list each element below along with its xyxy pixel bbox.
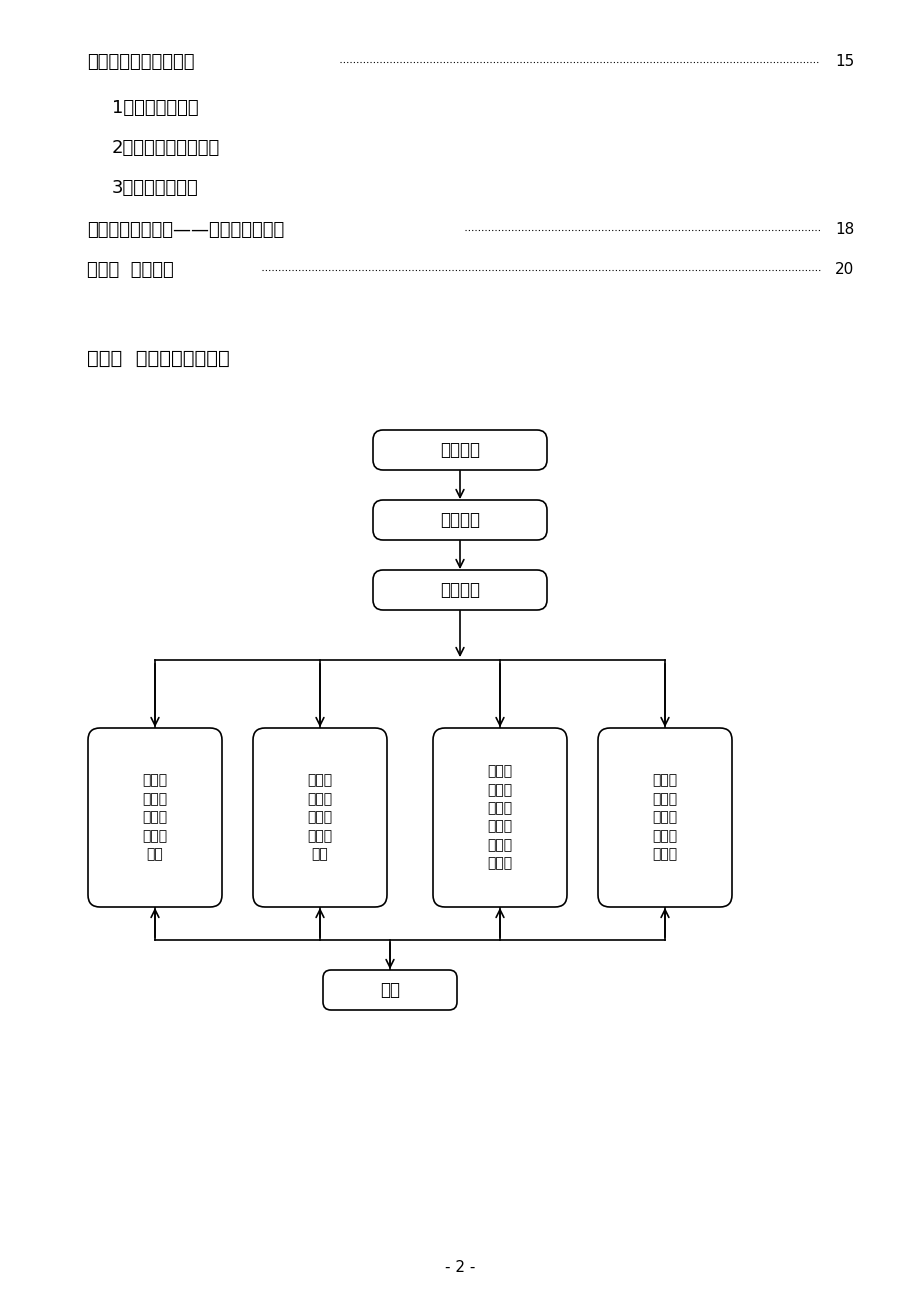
Text: 2、资产管理能力分析: 2、资产管理能力分析 xyxy=(112,139,220,158)
FancyBboxPatch shape xyxy=(253,728,387,907)
Text: 18: 18 xyxy=(834,223,854,237)
FancyBboxPatch shape xyxy=(372,570,547,611)
FancyBboxPatch shape xyxy=(88,728,221,907)
Text: 第五章  研究结论: 第五章 研究结论 xyxy=(87,260,174,279)
FancyBboxPatch shape xyxy=(372,430,547,470)
Text: 会计分析: 会计分析 xyxy=(439,510,480,529)
Text: 财务分析: 财务分析 xyxy=(439,581,480,599)
Text: 结论: 结论 xyxy=(380,980,400,999)
Text: 战略分析: 战略分析 xyxy=(439,441,480,460)
Text: 三、各种财务指标分析: 三、各种财务指标分析 xyxy=(87,53,194,72)
Text: 1、盈利能力分析: 1、盈利能力分析 xyxy=(112,99,199,117)
Text: 与美的
、海尔
进行结
构比较
分析: 与美的 、海尔 进行结 构比较 分析 xyxy=(307,773,332,862)
Text: 15: 15 xyxy=(834,55,854,69)
FancyBboxPatch shape xyxy=(372,500,547,540)
Text: 3、偿债能力分析: 3、偿债能力分析 xyxy=(112,178,199,197)
FancyBboxPatch shape xyxy=(433,728,566,907)
Text: 偿债能
力、资
产管理
能力、
盈利能
力分析: 偿债能 力、资 产管理 能力、 盈利能 力分析 xyxy=(487,764,512,871)
FancyBboxPatch shape xyxy=(597,728,732,907)
Text: 20: 20 xyxy=(834,263,854,277)
Text: - 2 -: - 2 - xyxy=(444,1260,475,1276)
Text: 运用近
三年的
数据进
行趋势
分析: 运用近 三年的 数据进 行趋势 分析 xyxy=(142,773,167,862)
FancyBboxPatch shape xyxy=(323,970,457,1010)
Text: 四、财务综合分析——杜邦财务分析法: 四、财务综合分析——杜邦财务分析法 xyxy=(87,221,284,240)
Text: 第一章  财务报表分析框架: 第一章 财务报表分析框架 xyxy=(87,349,230,367)
Text: 运用杜
邦财务
分析法
进行综
合分析: 运用杜 邦财务 分析法 进行综 合分析 xyxy=(652,773,676,862)
